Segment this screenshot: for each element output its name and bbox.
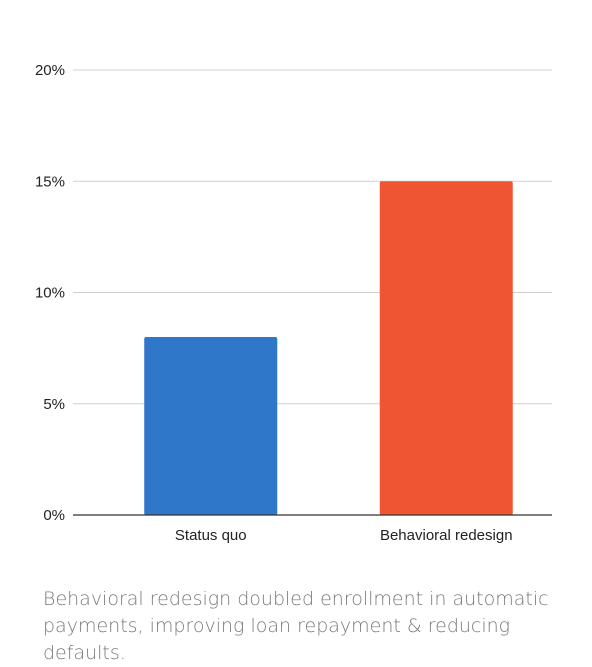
x-category-label: Status quo	[175, 527, 247, 544]
bar	[379, 181, 513, 515]
y-tick-label: 0%	[43, 507, 65, 524]
y-tick-label: 10%	[35, 285, 65, 302]
y-tick-label: 5%	[43, 396, 65, 413]
y-tick-label: 15%	[35, 173, 65, 190]
y-axis-ticks: 0% 5% 10% 15% 20%	[35, 62, 65, 524]
x-category-label: Behavioral redesign	[380, 527, 513, 544]
chart-caption: Behavioral redesign doubled enrollment i…	[43, 588, 549, 664]
bar-chart: 0% 5% 10% 15% 20% Status quo Behavioral redes…	[35, 62, 552, 544]
bars	[144, 181, 513, 515]
y-tick-label: 20%	[35, 62, 65, 79]
bar	[144, 337, 278, 515]
x-axis-categories: Status quo Behavioral redesign	[175, 527, 513, 544]
